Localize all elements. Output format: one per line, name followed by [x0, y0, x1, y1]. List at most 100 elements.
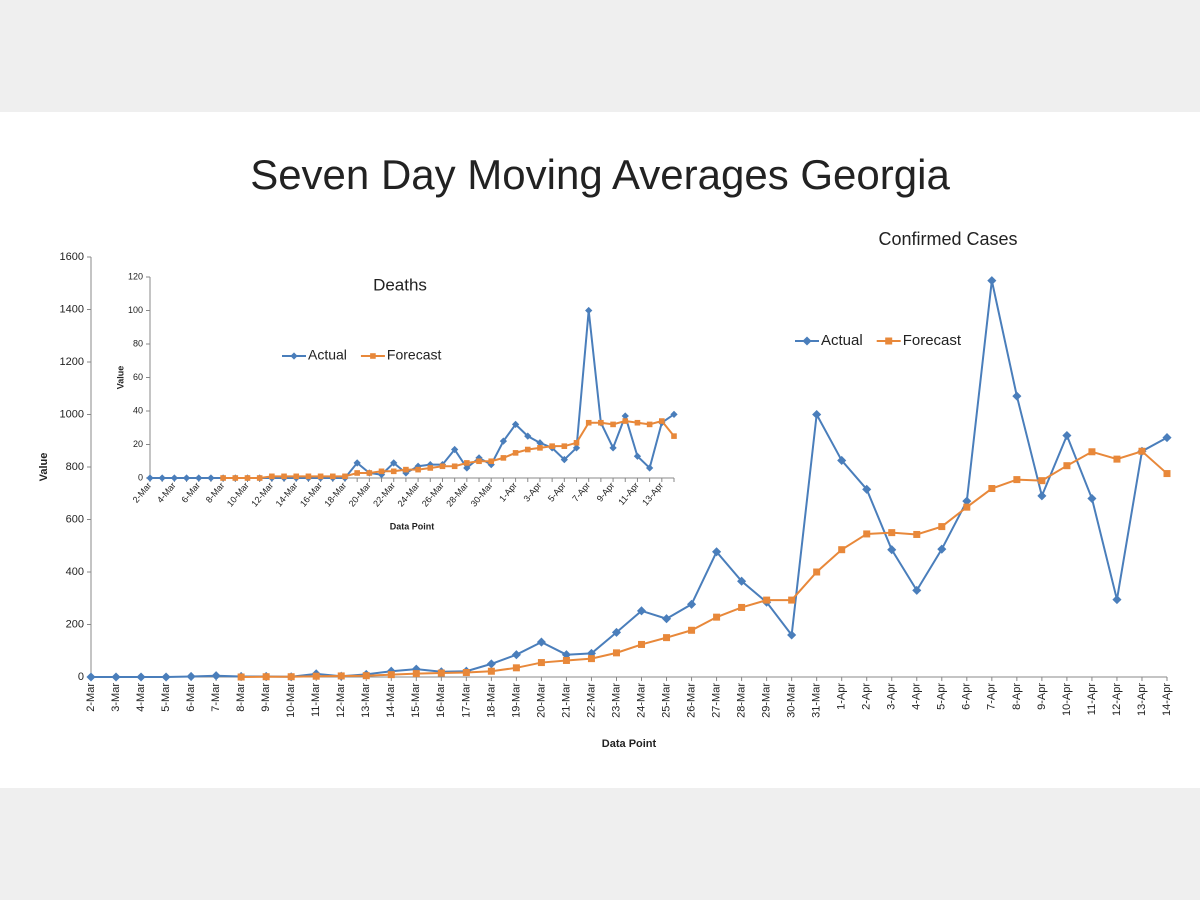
marker	[712, 547, 722, 557]
x-tick-label: 10-Mar	[285, 683, 297, 718]
x-tick-label: 13-Apr	[1136, 683, 1148, 716]
marker	[812, 409, 822, 420]
marker	[537, 445, 543, 451]
marker	[500, 455, 507, 461]
marker	[587, 655, 595, 663]
marker	[161, 672, 171, 682]
marker	[738, 603, 746, 611]
marker	[1113, 455, 1121, 463]
marker	[549, 443, 555, 449]
x-tick-label: 17-Mar	[460, 683, 472, 718]
x-tick-label: 2-Apr	[861, 683, 873, 710]
marker	[609, 444, 617, 452]
y-axis-label: Value	[38, 453, 50, 482]
marker	[317, 473, 324, 480]
marker	[636, 606, 647, 616]
x-tick-label: 27-Mar	[710, 683, 722, 718]
x-tick-label: 9-Mar	[260, 683, 272, 712]
marker	[572, 444, 581, 452]
marker	[1112, 595, 1122, 605]
marker	[390, 468, 397, 475]
x-tick-label: 29-Mar	[761, 683, 773, 718]
y-tick-label: 0	[78, 671, 84, 683]
marker	[1063, 462, 1071, 470]
marker	[1088, 448, 1096, 456]
marker	[838, 546, 846, 554]
marker	[427, 465, 434, 471]
marker	[1012, 391, 1022, 401]
marker	[499, 437, 508, 445]
marker	[988, 485, 996, 493]
marker	[337, 672, 345, 680]
marker	[1087, 493, 1097, 504]
marker	[524, 432, 532, 440]
marker	[511, 650, 521, 660]
marker	[536, 637, 546, 647]
marker	[612, 649, 620, 657]
slide-title: Seven Day Moving Averages Georgia	[250, 151, 950, 198]
x-tick-label: 2-Mar	[85, 683, 97, 712]
marker	[912, 585, 922, 595]
marker	[511, 420, 520, 429]
marker	[237, 673, 245, 681]
marker	[1163, 470, 1171, 478]
y-tick-label: 100	[128, 305, 143, 315]
marker	[207, 474, 215, 482]
marker	[611, 627, 622, 637]
marker	[802, 336, 812, 346]
x-tick-label: 25-Mar	[660, 683, 672, 718]
marker	[813, 568, 821, 576]
marker	[737, 576, 747, 586]
y-tick-label: 80	[133, 338, 143, 348]
x-tick-label: 23-Mar	[610, 683, 622, 718]
marker	[329, 473, 336, 480]
x-tick-label: 30-Mar	[786, 683, 798, 718]
marker	[290, 352, 298, 360]
marker	[220, 475, 226, 481]
marker	[354, 470, 360, 476]
x-tick-label: 3-Mar	[110, 683, 122, 712]
marker	[562, 656, 570, 664]
marker	[621, 412, 629, 420]
marker	[362, 672, 370, 680]
marker	[888, 529, 896, 537]
x-tick-label: 13-Mar	[360, 683, 372, 718]
marker	[1038, 477, 1046, 485]
x-tick-label: 12-Apr	[1111, 683, 1123, 716]
x-tick-label: 4-Apr	[911, 683, 923, 710]
chart-title: Confirmed Cases	[878, 229, 1017, 249]
legend-label: Actual	[821, 332, 863, 349]
marker	[713, 613, 721, 621]
x-tick-label: 8-Mar	[235, 683, 247, 712]
marker	[938, 523, 946, 531]
marker	[913, 530, 921, 538]
marker	[659, 418, 665, 424]
y-tick-label: 20	[133, 439, 143, 449]
x-tick-label: 10-Apr	[1061, 683, 1073, 716]
series-line	[241, 450, 1168, 678]
marker	[86, 672, 96, 682]
marker	[1013, 476, 1021, 484]
x-tick-label: 24-Mar	[635, 683, 647, 718]
x-tick-label: 18-Mar	[485, 683, 497, 718]
legend-label: Forecast	[903, 332, 962, 349]
marker	[211, 671, 221, 681]
marker	[281, 473, 287, 480]
marker	[146, 474, 154, 482]
marker	[244, 475, 251, 481]
marker	[524, 446, 531, 453]
marker	[646, 421, 653, 428]
x-tick-label: 7-Mar	[210, 683, 222, 712]
x-tick-label: 1-Apr	[836, 683, 848, 710]
y-tick-label: 1000	[60, 408, 84, 420]
legend-label: Actual	[308, 347, 347, 363]
marker	[862, 484, 872, 494]
marker	[293, 473, 300, 480]
marker	[687, 599, 697, 609]
marker	[451, 463, 458, 470]
y-tick-label: 1400	[60, 303, 84, 315]
x-tick-label: 15-Mar	[410, 683, 422, 718]
marker	[412, 670, 420, 678]
y-axis-label: Value	[115, 366, 125, 390]
marker	[1138, 447, 1146, 455]
